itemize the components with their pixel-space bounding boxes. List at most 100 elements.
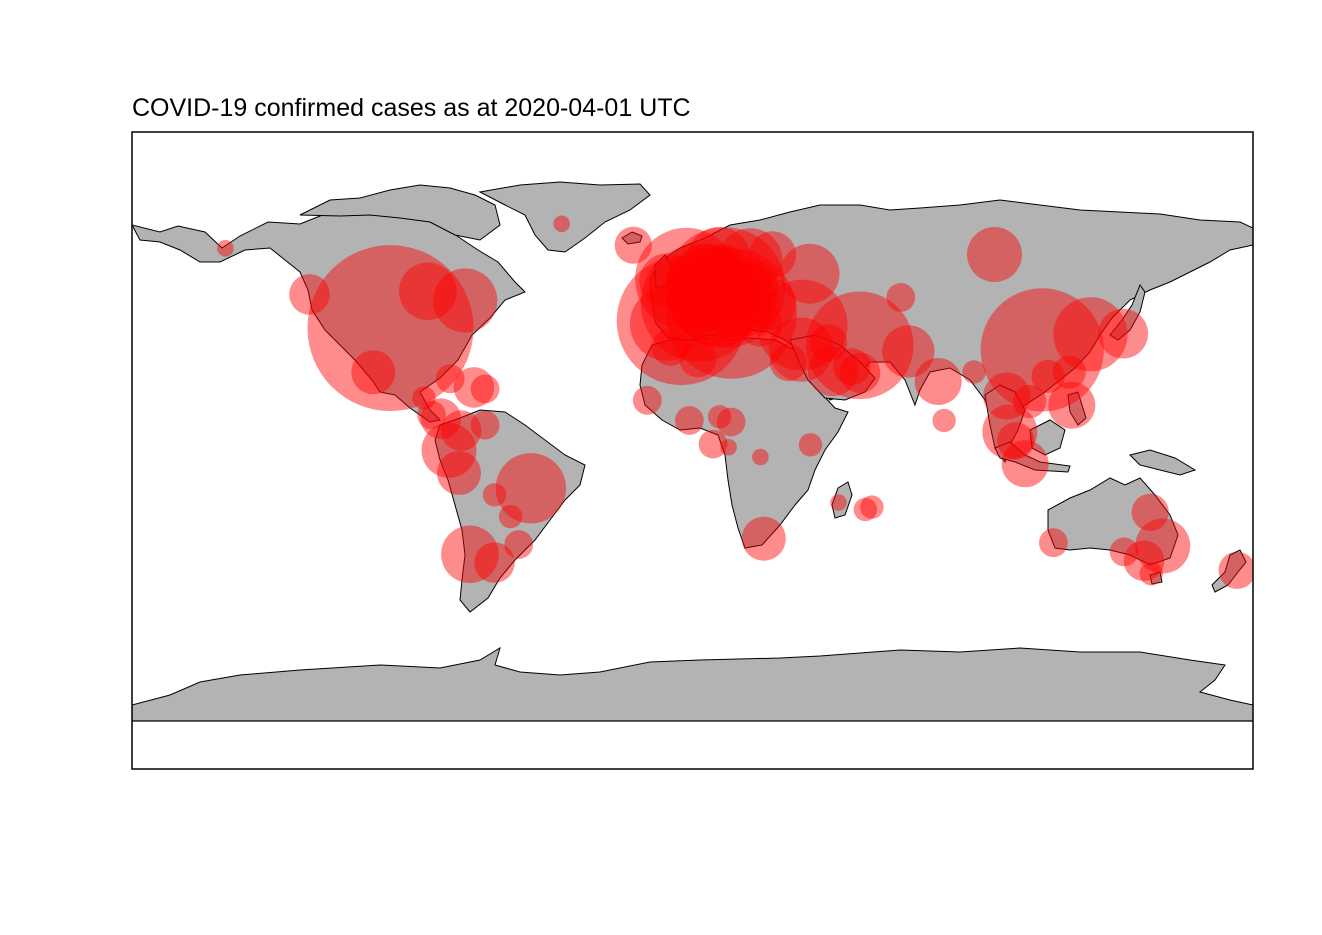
map-title: COVID-19 confirmed cases as at 2020-04-0…: [132, 94, 691, 122]
case-bubble: [1031, 359, 1065, 393]
case-bubble: [738, 302, 783, 347]
case-bubble: [470, 374, 500, 404]
case-bubble: [420, 398, 462, 440]
case-bubble: [635, 227, 738, 331]
case-bubble: [689, 269, 734, 314]
case-bubble: [752, 448, 769, 466]
land-arabia: [789, 334, 876, 401]
land-madagascar: [831, 481, 853, 519]
case-bubble: [749, 231, 796, 279]
land-philippines: [1067, 391, 1087, 426]
case-bubble: [1052, 355, 1086, 389]
case-bubble: [886, 283, 916, 312]
case-bubble: [699, 260, 777, 338]
case-bubble: [675, 406, 704, 435]
case-bubble: [666, 248, 797, 379]
land-layer: [132, 181, 1253, 722]
land-africa: [639, 337, 849, 549]
land-iceland: [621, 231, 643, 245]
land-antarctica: [132, 646, 1253, 722]
case-bubble: [860, 495, 884, 519]
case-bubble: [997, 422, 1035, 460]
case-bubble: [307, 245, 474, 412]
case-bubble: [435, 364, 465, 394]
land-sumatra-java: [994, 441, 1071, 473]
case-bubble: [712, 263, 770, 321]
case-bubble: [810, 324, 848, 362]
case-bubble: [698, 429, 728, 459]
case-bubble: [718, 228, 783, 293]
case-bubble: [716, 407, 746, 437]
case-bubble: [421, 422, 477, 478]
case-bubble: [441, 525, 499, 584]
land-north-america: [132, 207, 526, 423]
case-bubble: [629, 286, 705, 361]
case-bubble: [351, 350, 396, 395]
case-bubble: [707, 405, 732, 429]
case-bubble: [1001, 440, 1049, 488]
case-bubble: [962, 360, 986, 384]
case-bubble: [474, 542, 515, 583]
case-bubble: [399, 262, 457, 321]
case-bubble: [665, 248, 748, 332]
case-bubble: [808, 346, 858, 397]
land-greenland: [478, 181, 651, 253]
case-bubble: [453, 367, 495, 408]
land-new-guinea: [1129, 449, 1197, 476]
case-bubble: [980, 288, 1104, 412]
case-bubble: [1218, 551, 1253, 589]
case-bubble: [1048, 381, 1096, 429]
case-bubble: [504, 530, 534, 559]
case-bubble: [696, 244, 752, 300]
case-bubble: [614, 226, 652, 264]
land-new-zealand: [1211, 549, 1247, 593]
land-australia: [1047, 477, 1179, 566]
case-bubble: [1139, 562, 1163, 586]
case-bubble: [932, 408, 956, 433]
case-bubble: [743, 277, 797, 331]
case-bubble: [640, 244, 759, 362]
case-bubble: [983, 372, 1031, 420]
case-bubble: [798, 433, 823, 457]
case-bubble: [833, 348, 871, 386]
case-bubble: [417, 400, 446, 430]
case-bubble: [1039, 528, 1068, 558]
case-bubble: [725, 259, 779, 312]
case-bubble: [805, 291, 914, 400]
case-bubble: [412, 386, 436, 410]
case-bubble: [1053, 297, 1128, 372]
case-bubble: [679, 340, 717, 378]
case-bubble: [632, 385, 662, 415]
case-bubble: [672, 255, 764, 347]
case-bubble: [1131, 493, 1169, 531]
land-borneo: [1029, 419, 1066, 456]
case-bubble: [741, 516, 786, 561]
case-bubble: [756, 279, 848, 371]
case-bubble: [967, 227, 1022, 282]
case-bubble: [720, 438, 737, 456]
case-bubble: [686, 227, 752, 292]
case-bubble: [498, 504, 523, 529]
case-bubble: [1013, 384, 1047, 419]
land-south-america: [434, 409, 586, 613]
case-bubble: [667, 243, 751, 327]
case-bubble: [639, 253, 695, 309]
case-bubble: [470, 410, 500, 440]
case-bubble: [830, 494, 847, 511]
land-tasmania: [1149, 571, 1163, 585]
case-bubble: [882, 325, 935, 378]
land-uk: [654, 254, 673, 289]
bubble-layer: [217, 215, 1253, 589]
case-bubble: [217, 240, 234, 257]
case-bubble: [779, 243, 840, 304]
case-bubble: [839, 352, 881, 394]
land-arctic-islands: [299, 184, 501, 241]
case-bubble: [1135, 518, 1191, 574]
case-bubble: [440, 410, 482, 451]
case-bubble: [482, 483, 507, 507]
case-bubble: [651, 328, 690, 366]
land-japan: [1109, 283, 1146, 341]
case-bubble: [664, 227, 786, 348]
land-indochina: [984, 384, 1026, 464]
